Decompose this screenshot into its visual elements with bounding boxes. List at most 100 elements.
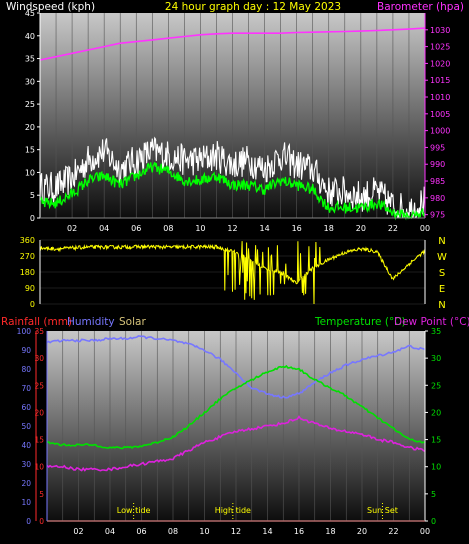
humidity-line	[46, 335, 426, 399]
humidity-tick-label: 80	[21, 365, 31, 374]
windspeed-tick-label: 30	[25, 77, 35, 86]
solar-axis-label: Solar	[119, 316, 146, 328]
windspeed-tick-label: 35	[25, 55, 35, 64]
wind-direction-trace	[39, 241, 426, 305]
windspeed-tick-label: 25	[25, 100, 35, 109]
barometer-tick-label: 1020	[430, 59, 450, 68]
windspeed-tick-label: 10	[25, 168, 35, 177]
temperature-tick-label: 20	[431, 408, 441, 417]
temperature-tick-label: 0	[431, 517, 436, 526]
rainfall-tick-label: 15	[34, 436, 44, 445]
humidity-tick-label: 30	[21, 460, 31, 469]
annotation-label: Sun Set	[367, 506, 398, 515]
rainfall-tick-label: 5	[39, 490, 44, 499]
humidity-tick-label: 90	[21, 346, 31, 355]
compass-label-n: N	[438, 236, 445, 247]
top-hour-tick-label: 12	[227, 224, 237, 233]
humidity-tick-label: 60	[21, 403, 31, 412]
rainfall-axis-label: Rainfall (mm)	[1, 316, 72, 328]
temperature-tick-label: 10	[431, 463, 441, 472]
barometer-tick-label: 990	[430, 160, 445, 169]
humidity-tick-label: 0	[26, 517, 31, 526]
barometer-tick-label: 985	[430, 177, 445, 186]
rainfall-tick-label: 0	[39, 517, 44, 526]
windspeed-axis-label: Windspeed (kph)	[6, 1, 95, 13]
top-hour-tick-label: 20	[356, 224, 366, 233]
wind-average-line	[39, 161, 426, 221]
humidity-axis-label: Humidity	[67, 316, 115, 328]
barometer-tick-label: 1015	[430, 76, 450, 85]
barometer-tick-label: 1010	[430, 93, 450, 102]
compass-label-w: W	[437, 252, 447, 263]
top-hour-tick-label: 06	[131, 224, 141, 233]
windspeed-tick-label: 45	[25, 9, 35, 18]
compass-label-e: E	[439, 284, 445, 295]
temperature-tick-label: 25	[431, 381, 441, 390]
humidity-tick-label: 10	[21, 498, 31, 507]
bottom-hour-tick-label: 16	[294, 527, 304, 536]
humidity-tick-label: 100	[17, 327, 32, 336]
top-hour-tick-label: 02	[67, 224, 77, 233]
bottom-hour-tick-label: 10	[199, 527, 209, 536]
direction-tick-label: 270	[20, 252, 35, 261]
bottom-hour-tick-label: 14	[262, 527, 272, 536]
dew-point-axis-label: Dew Point (°C)	[394, 316, 469, 328]
humidity-tick-label: 20	[21, 479, 31, 488]
bottom-hour-tick-label: 02	[73, 527, 83, 536]
axis-layer: 0510152025303540459759809859909951000100…	[17, 9, 451, 536]
barometer-tick-label: 995	[430, 143, 445, 152]
top-hour-tick-label: 18	[324, 224, 334, 233]
compass-label-s: S	[439, 268, 445, 279]
barometer-tick-label: 1030	[430, 26, 450, 35]
barometer-axis-label: Barometer (hpa)	[377, 1, 464, 13]
humidity-tick-label: 70	[21, 384, 31, 393]
bottom-hour-tick-label: 04	[105, 527, 115, 536]
rainfall-tick-label: 25	[34, 381, 44, 390]
temperature-tick-label: 30	[431, 354, 441, 363]
chart-title: 24 hour graph day : 12 May 2023	[165, 1, 341, 13]
barometer-line	[39, 27, 426, 61]
rainfall-tick-label: 35	[34, 327, 44, 336]
temperature-tick-label: 5	[431, 490, 436, 499]
bottom-hour-tick-label: 08	[168, 527, 178, 536]
compass-label-n: N	[438, 300, 445, 311]
bottom-hour-tick-label: 18	[325, 527, 335, 536]
bottom-hour-tick-label: 22	[388, 527, 398, 536]
barometer-tick-label: 975	[430, 211, 445, 220]
temperature-tick-label: 15	[431, 436, 441, 445]
bottom-hour-tick-label: 00	[420, 527, 430, 536]
rainfall-tick-label: 10	[34, 463, 44, 472]
temperature-line	[46, 364, 426, 450]
top-hour-tick-label: 08	[163, 224, 173, 233]
barometer-tick-label: 1025	[430, 43, 450, 52]
barometer-tick-label: 980	[430, 194, 445, 203]
barometer-tick-label: 1000	[430, 127, 450, 136]
barometer-tick-label: 1005	[430, 110, 450, 119]
wind-gust-line	[39, 136, 426, 219]
windspeed-tick-label: 5	[30, 191, 35, 200]
top-hour-tick-label: 16	[292, 224, 302, 233]
direction-tick-label: 180	[20, 268, 35, 277]
windspeed-tick-label: 20	[25, 123, 35, 132]
humidity-tick-label: 50	[21, 422, 31, 431]
windspeed-tick-label: 0	[30, 214, 35, 223]
windspeed-tick-label: 40	[25, 32, 35, 41]
annotation-label: High tide	[215, 506, 251, 515]
temperature-tick-label: 35	[431, 327, 441, 336]
direction-tick-label: 360	[20, 236, 35, 245]
top-hour-tick-label: 04	[99, 224, 109, 233]
bottom-hour-tick-label: 12	[231, 527, 241, 536]
rainfall-tick-label: 20	[34, 408, 44, 417]
rainfall-tick-label: 30	[34, 354, 44, 363]
direction-tick-label: 0	[30, 300, 35, 309]
windspeed-tick-label: 15	[25, 146, 35, 155]
dew-point-line	[46, 415, 426, 472]
top-hour-tick-label: 22	[388, 224, 398, 233]
data-layer: Low tide High tide Sun Set	[39, 27, 426, 522]
bottom-hour-tick-label: 20	[357, 527, 367, 536]
top-hour-tick-label: 10	[195, 224, 205, 233]
top-hour-tick-label: 00	[420, 224, 430, 233]
top-hour-tick-label: 14	[259, 224, 269, 233]
